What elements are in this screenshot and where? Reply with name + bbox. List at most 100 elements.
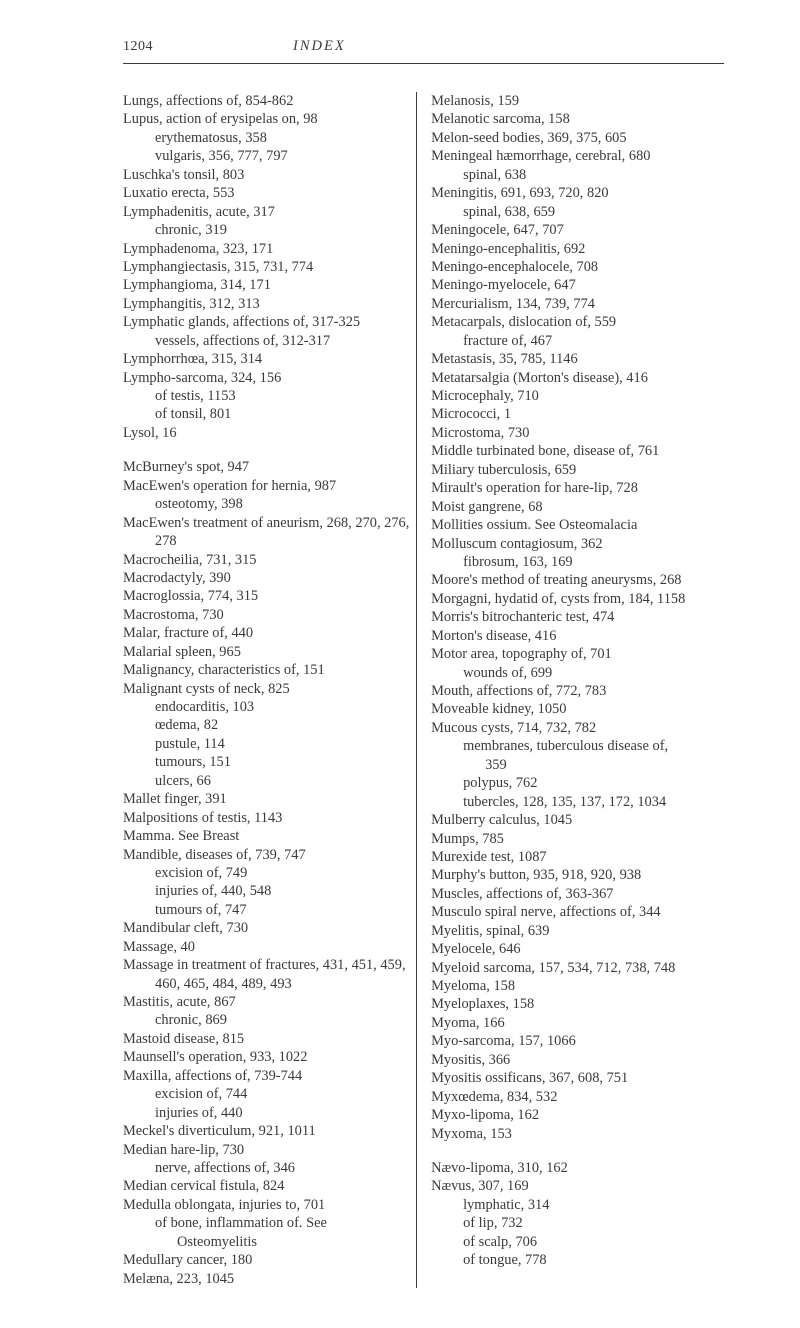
index-entry: Maxilla, affections of, 739-744 xyxy=(123,1067,410,1085)
index-entry: MacEwen's operation for hernia, 987 xyxy=(123,477,410,495)
index-entry: Malignancy, characteristics of, 151 xyxy=(123,661,410,679)
index-column-right: Melanosis, 159Melanotic sarcoma, 158Melo… xyxy=(417,92,724,1288)
index-entry: Metacarpals, dislocation of, 559 xyxy=(431,313,724,331)
index-entry: vulgaris, 356, 777, 797 xyxy=(123,147,410,165)
index-entry: Massage, 40 xyxy=(123,938,410,956)
index-entry: Mercurialism, 134, 739, 774 xyxy=(431,295,724,313)
index-entry: Mandible, diseases of, 739, 747 xyxy=(123,846,410,864)
index-entry: MacEwen's treatment of aneurism, 268, 27… xyxy=(123,514,410,551)
header-rule xyxy=(123,63,724,64)
index-entry: Lymphorrhœa, 315, 314 xyxy=(123,350,410,368)
index-entry: tumours, 151 xyxy=(123,753,410,771)
index-entry: ulcers, 66 xyxy=(123,772,410,790)
index-entry: Myoma, 166 xyxy=(431,1014,724,1032)
index-entry: Median hare-lip, 730 xyxy=(123,1141,410,1159)
index-entry: Muscles, affections of, 363-367 xyxy=(431,885,724,903)
index-entry: Myelocele, 646 xyxy=(431,940,724,958)
index-entry: excision of, 749 xyxy=(123,864,410,882)
index-entry: Micrococci, 1 xyxy=(431,405,724,423)
index-entry: Lupus, action of erysipelas on, 98 xyxy=(123,110,410,128)
index-entry: Malignant cysts of neck, 825 xyxy=(123,680,410,698)
index-entry: Mandibular cleft, 730 xyxy=(123,919,410,937)
index-entry: Metatarsalgia (Morton's disease), 416 xyxy=(431,369,724,387)
index-entry: Medulla oblongata, injuries to, 701 xyxy=(123,1196,410,1214)
index-entry: Motor area, topography of, 701 xyxy=(431,645,724,663)
index-entry: Myositis ossificans, 367, 608, 751 xyxy=(431,1069,724,1087)
index-entry: Murexide test, 1087 xyxy=(431,848,724,866)
index-entry: of tonsil, 801 xyxy=(123,405,410,423)
index-entry: Myxoma, 153 xyxy=(431,1125,724,1143)
index-entry: Medullary cancer, 180 xyxy=(123,1251,410,1269)
index-entry: Lymphadenoma, 323, 171 xyxy=(123,240,410,258)
index-entry: Nævus, 307, 169 xyxy=(431,1177,724,1195)
index-entry: Melanosis, 159 xyxy=(431,92,724,110)
index-entry: Macroglossia, 774, 315 xyxy=(123,587,410,605)
index-entry: Meningo-encephalitis, 692 xyxy=(431,240,724,258)
index-entry xyxy=(431,1143,724,1159)
index-entry: Microstoma, 730 xyxy=(431,424,724,442)
index-entry: 359 xyxy=(431,756,724,774)
page-number: 1204 xyxy=(123,39,153,55)
index-entry: tubercles, 128, 135, 137, 172, 1034 xyxy=(431,793,724,811)
index-entry: Microcephaly, 710 xyxy=(431,387,724,405)
index-entry: Malarial spleen, 965 xyxy=(123,643,410,661)
index-column-left: Lungs, affections of, 854-862Lupus, acti… xyxy=(123,92,417,1288)
index-entry: membranes, tuberculous disease of, xyxy=(431,737,724,755)
index-entry: Lysol, 16 xyxy=(123,424,410,442)
index-entry xyxy=(123,442,410,458)
index-entry: fibrosum, 163, 169 xyxy=(431,553,724,571)
index-entry: Mamma. See Breast xyxy=(123,827,410,845)
index-entry: Maunsell's operation, 933, 1022 xyxy=(123,1048,410,1066)
index-entry: injuries of, 440, 548 xyxy=(123,882,410,900)
index-entry: Morgagni, hydatid of, cysts from, 184, 1… xyxy=(431,590,724,608)
page-header: 1204 INDEX xyxy=(123,38,724,55)
index-entry: of lip, 732 xyxy=(431,1214,724,1232)
index-entry: Myxo-lipoma, 162 xyxy=(431,1106,724,1124)
index-entry: endocarditis, 103 xyxy=(123,698,410,716)
index-entry: Lymphadenitis, acute, 317 xyxy=(123,203,410,221)
index-entry: Meningo-encephalocele, 708 xyxy=(431,258,724,276)
index-entry: Massage in treatment of fractures, 431, … xyxy=(123,956,410,993)
index-entry: Myelitis, spinal, 639 xyxy=(431,922,724,940)
index-entry: Moore's method of treating aneurysms, 26… xyxy=(431,571,724,589)
index-entry: Mollities ossium. See Osteomalacia xyxy=(431,516,724,534)
index-entry: Meckel's diverticulum, 921, 1011 xyxy=(123,1122,410,1140)
index-entry: injuries of, 440 xyxy=(123,1104,410,1122)
index-entry: Mastitis, acute, 867 xyxy=(123,993,410,1011)
index-entry: Lympho-sarcoma, 324, 156 xyxy=(123,369,410,387)
index-entry: Morris's bitrochanteric test, 474 xyxy=(431,608,724,626)
index-entry: Meningo-myelocele, 647 xyxy=(431,276,724,294)
index-entry: Malar, fracture of, 440 xyxy=(123,624,410,642)
index-entry: Malpositions of testis, 1143 xyxy=(123,809,410,827)
index-entry: of tongue, 778 xyxy=(431,1251,724,1269)
index-entry: osteotomy, 398 xyxy=(123,495,410,513)
index-entry: Musculo spiral nerve, affections of, 344 xyxy=(431,903,724,921)
index-entry: Lymphatic glands, affections of, 317-325 xyxy=(123,313,410,331)
index-entry: Mirault's operation for hare-lip, 728 xyxy=(431,479,724,497)
index-columns: Lungs, affections of, 854-862Lupus, acti… xyxy=(123,92,724,1288)
index-entry: of bone, inflammation of. See xyxy=(123,1214,410,1232)
index-entry: of scalp, 706 xyxy=(431,1233,724,1251)
index-entry: Morton's disease, 416 xyxy=(431,627,724,645)
index-entry: Mallet finger, 391 xyxy=(123,790,410,808)
index-entry: Median cervical fistula, 824 xyxy=(123,1177,410,1195)
index-entry: lymphatic, 314 xyxy=(431,1196,724,1214)
index-entry: œdema, 82 xyxy=(123,716,410,734)
index-entry: Myxœdema, 834, 532 xyxy=(431,1088,724,1106)
index-entry: Macrostoma, 730 xyxy=(123,606,410,624)
index-entry: Myositis, 366 xyxy=(431,1051,724,1069)
index-entry: of testis, 1153 xyxy=(123,387,410,405)
index-entry: spinal, 638, 659 xyxy=(431,203,724,221)
index-entry: Mulberry calculus, 1045 xyxy=(431,811,724,829)
index-entry: Moist gangrene, 68 xyxy=(431,498,724,516)
index-entry: Lymphangitis, 312, 313 xyxy=(123,295,410,313)
index-entry: Meningeal hæmorrhage, cerebral, 680 xyxy=(431,147,724,165)
index-entry: spinal, 638 xyxy=(431,166,724,184)
index-entry: Mumps, 785 xyxy=(431,830,724,848)
index-entry: Luschka's tonsil, 803 xyxy=(123,166,410,184)
index-entry: wounds of, 699 xyxy=(431,664,724,682)
index-entry: Lymphangiectasis, 315, 731, 774 xyxy=(123,258,410,276)
index-entry: polypus, 762 xyxy=(431,774,724,792)
index-entry: Molluscum contagiosum, 362 xyxy=(431,535,724,553)
index-entry: Luxatio erecta, 553 xyxy=(123,184,410,202)
